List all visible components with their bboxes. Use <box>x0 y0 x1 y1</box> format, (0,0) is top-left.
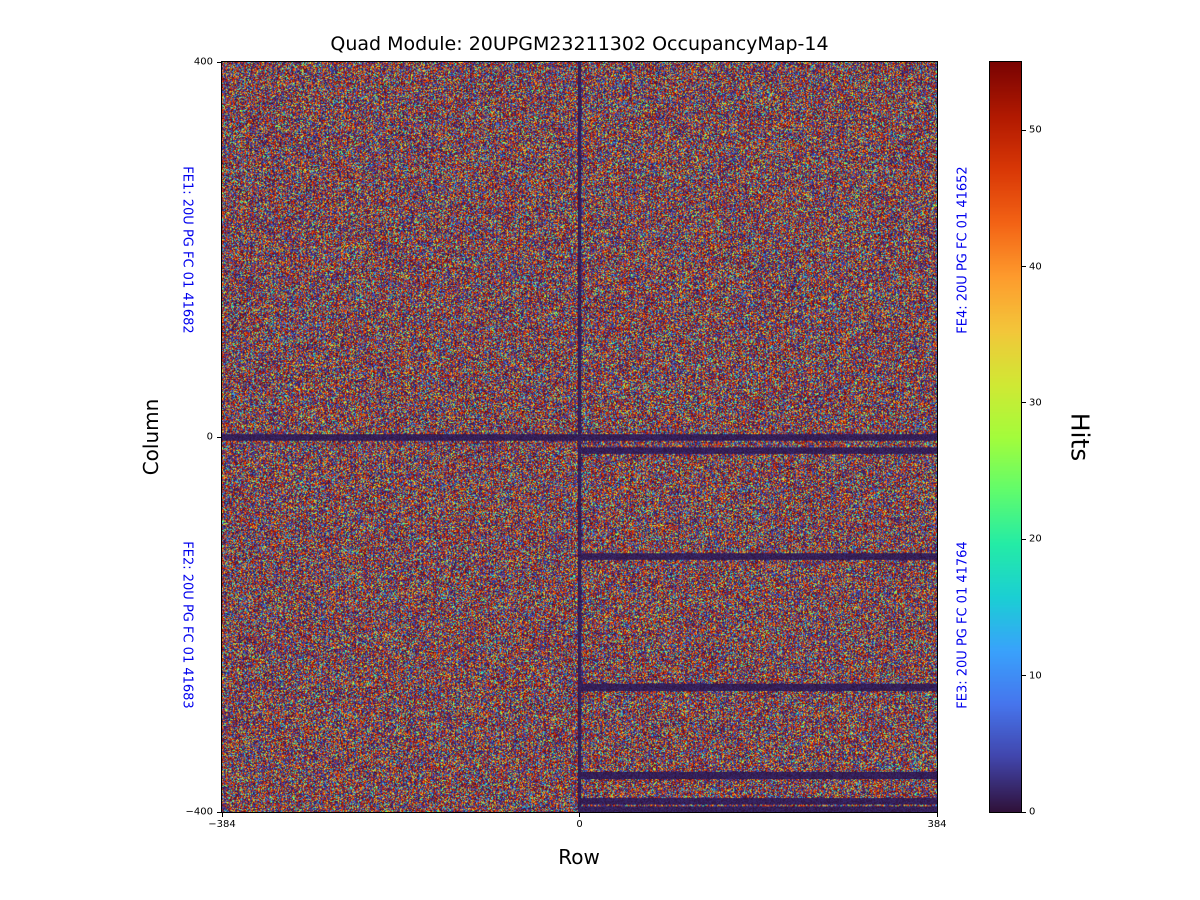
colorbar-tick-mark <box>1022 675 1026 677</box>
x-tick-label: 0 <box>576 819 583 830</box>
y-tick-label: 0 <box>206 431 213 443</box>
fe2-chip-label: FE2: 20U PG FC 01 41683 <box>179 541 195 709</box>
x-tick-mark <box>579 813 580 817</box>
colorbar-tick-mark <box>1022 129 1026 131</box>
x-tick-label: 384 <box>927 819 947 830</box>
x-tick-mark <box>936 813 938 817</box>
y-tick-mark <box>217 61 221 63</box>
colorbar-tick-label: 40 <box>1029 261 1042 273</box>
colorbar-label: Hits <box>1065 412 1095 462</box>
colorbar-tick-mark <box>1022 811 1026 813</box>
x-axis-label: Row <box>558 845 600 869</box>
colorbar-tick-mark <box>1022 538 1026 540</box>
y-tick-mark <box>217 811 221 813</box>
colorbar-tick-mark <box>1022 266 1026 268</box>
x-tick-label: −384 <box>208 819 236 830</box>
heatmap-plot-area <box>221 61 938 813</box>
y-tick-mark <box>217 436 221 438</box>
x-tick-mark <box>221 813 223 817</box>
colorbar-tick-label: 10 <box>1029 670 1042 682</box>
colorbar-tick-label: 0 <box>1029 806 1036 818</box>
fe4-chip-label: FE4: 20U PG FC 01 41652 <box>955 166 971 334</box>
colorbar-tick-label: 20 <box>1029 533 1042 545</box>
colorbar-tick-mark <box>1022 402 1026 404</box>
colorbar <box>989 61 1022 813</box>
colorbar-gradient-canvas <box>990 62 1021 812</box>
chart-title: Quad Module: 20UPGM23211302 OccupancyMap… <box>330 33 829 55</box>
y-tick-label: −400 <box>185 806 213 818</box>
fe3-chip-label: FE3: 20U PG FC 01 41764 <box>955 541 971 709</box>
y-axis-label: Column <box>139 398 163 476</box>
colorbar-tick-label: 30 <box>1029 397 1042 409</box>
y-tick-label: 400 <box>193 56 213 68</box>
fe1-chip-label: FE1: 20U PG FC 01 41682 <box>179 166 195 334</box>
colorbar-tick-label: 50 <box>1029 124 1042 136</box>
heatmap-canvas <box>222 62 937 812</box>
